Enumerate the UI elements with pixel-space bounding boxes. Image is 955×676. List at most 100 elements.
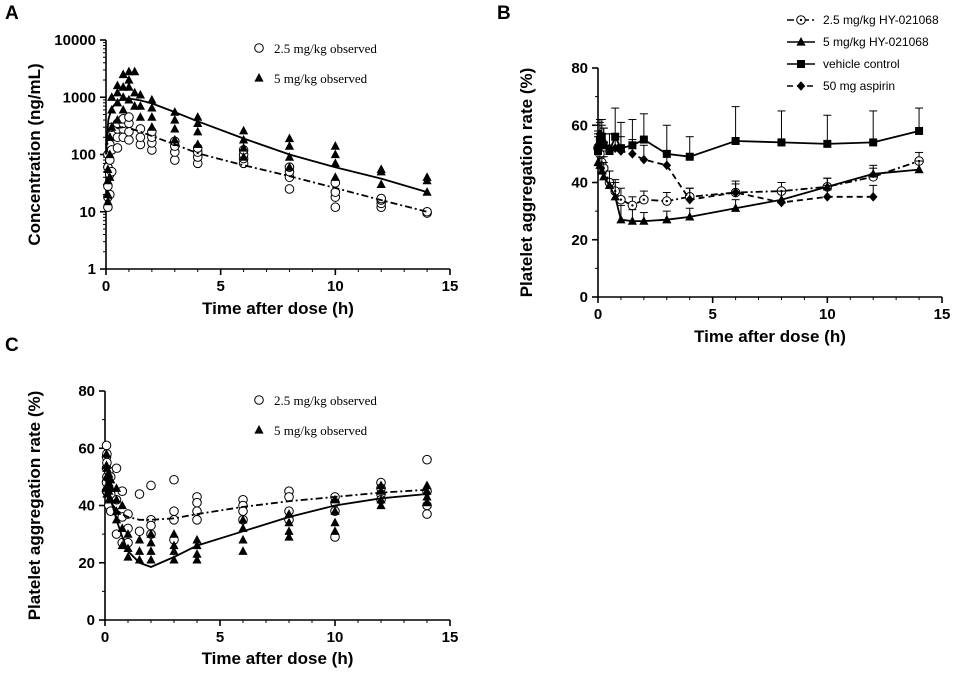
data-point	[627, 200, 638, 211]
data-point	[823, 139, 832, 148]
legend: 2.5 mg/kg observed 5 mg/kg observed	[254, 41, 377, 86]
data-point	[111, 483, 122, 492]
series-2-5-mg-kg-model	[105, 126, 428, 213]
data-point	[422, 206, 432, 217]
data-point	[777, 138, 786, 147]
y-tick-label: 1000	[63, 89, 96, 106]
data-point	[639, 135, 648, 144]
data-point	[731, 203, 741, 212]
data-point	[103, 164, 113, 173]
series-2-5-mg-kg-model	[104, 488, 428, 521]
x-tick-label: 15	[442, 629, 459, 646]
data-point	[239, 142, 249, 152]
data-point	[111, 463, 122, 474]
y-tick-label: 40	[571, 175, 588, 192]
data-point	[147, 102, 157, 112]
legend-item: vehicle control	[787, 57, 900, 71]
y-tick-label: 40	[78, 498, 95, 515]
data-point	[106, 474, 116, 484]
data-point	[330, 517, 340, 527]
y-tick-label: 0	[580, 289, 588, 306]
data-point	[105, 149, 115, 159]
data-point	[124, 75, 134, 84]
data-point	[616, 214, 626, 224]
data-point	[639, 216, 649, 225]
data-point	[101, 440, 112, 451]
data-point	[330, 158, 340, 167]
data-point	[170, 155, 180, 165]
legend-marker	[796, 81, 806, 91]
y-tick-label: 1	[88, 261, 96, 278]
data-point	[284, 526, 294, 535]
data-point	[639, 194, 649, 205]
panel-a: A 0 5 10 15 1 10 100 1000 10000 Time after dose (h…	[5, 3, 458, 318]
data-point	[595, 129, 605, 139]
data-point	[376, 480, 386, 490]
legend-marker	[254, 43, 264, 53]
series-5-mg-kg-observed	[103, 66, 432, 206]
series-5-mg-kg-observed	[101, 448, 432, 564]
data-point	[103, 196, 113, 206]
data-point	[662, 214, 672, 224]
data-point	[134, 526, 145, 537]
data-point	[238, 546, 248, 555]
data-point	[731, 187, 740, 198]
data-point	[193, 118, 203, 127]
panel-c: C 0 5 10 15 0 20 40 60 80 Time after dose (h) Plate…	[5, 335, 458, 668]
data-point	[284, 162, 295, 171]
data-point	[147, 122, 157, 131]
legend-item: 2.5 mg/kg observed	[254, 41, 377, 56]
data-point	[135, 132, 146, 143]
data-point	[193, 126, 203, 136]
data-point	[422, 491, 432, 501]
data-point	[130, 66, 140, 76]
legend-label: 5 mg/kg observed	[274, 71, 368, 86]
data-point	[238, 534, 248, 544]
data-point	[135, 112, 145, 121]
legend: 2.5 mg/kg HY-021068 5 mg/kg HY-021068 vehi…	[787, 13, 939, 93]
data-point	[134, 546, 145, 555]
data-point	[107, 122, 117, 131]
data-point	[170, 123, 180, 133]
data-point	[599, 171, 609, 181]
legend-item: 5 mg/kg HY-021068	[787, 35, 929, 49]
data-point	[118, 104, 128, 114]
y-tick-label: 60	[571, 117, 588, 134]
legend-marker	[254, 73, 264, 82]
legend-marker	[254, 425, 264, 434]
data-point	[170, 115, 180, 124]
data-point	[124, 82, 134, 91]
y-tick-label: 60	[78, 440, 95, 457]
data-point	[284, 133, 295, 143]
data-point	[193, 139, 203, 149]
data-point	[192, 549, 202, 558]
x-tick-label: 0	[101, 629, 109, 646]
data-point	[868, 192, 878, 202]
legend-marker	[797, 60, 805, 68]
data-point	[610, 191, 620, 201]
data-point	[146, 537, 156, 547]
data-point	[112, 87, 123, 97]
series-line	[105, 126, 428, 213]
data-point	[239, 152, 249, 161]
series-line	[104, 476, 428, 568]
data-point	[169, 540, 179, 550]
data-point	[422, 497, 432, 507]
y-tick-label: 80	[78, 383, 95, 400]
data-point	[124, 112, 134, 122]
data-point	[146, 520, 156, 531]
series-line	[105, 97, 428, 193]
data-point	[330, 202, 341, 213]
data-point	[112, 115, 123, 124]
data-point	[169, 474, 179, 485]
data-point	[914, 164, 924, 174]
data-point	[105, 172, 115, 181]
data-point	[123, 529, 133, 538]
legend-label: 2.5 mg/kg HY-021068	[823, 13, 939, 27]
x-tick-label: 5	[216, 629, 224, 646]
data-point	[146, 480, 156, 491]
legend-item: 2.5 mg/kg observed	[254, 393, 377, 408]
legend-marker	[254, 395, 264, 405]
y-axis-title: Platelet aggregation rate (%)	[517, 68, 536, 298]
